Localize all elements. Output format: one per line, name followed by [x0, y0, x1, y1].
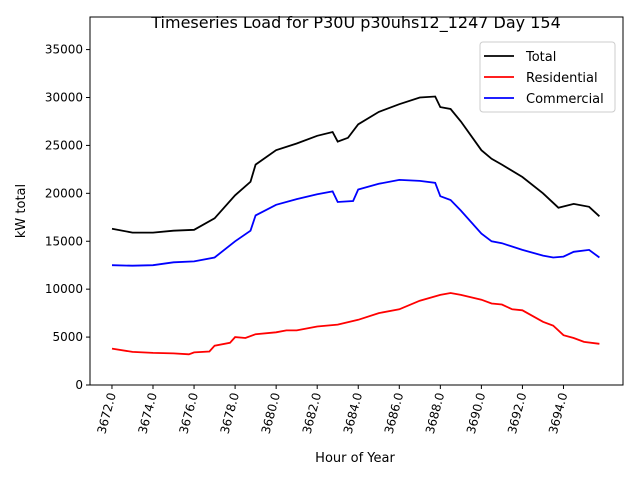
x-tick-label: 3680.0: [259, 391, 283, 435]
x-tick-label: 3682.0: [300, 391, 324, 435]
series-line-commercial: [111, 178, 600, 267]
y-tick-label: 0: [75, 378, 83, 392]
x-axis-label: Hour of Year: [315, 451, 395, 466]
y-tick-label: 30000: [45, 91, 83, 105]
plot-frame: [89, 16, 624, 386]
series-line-total: [111, 95, 601, 234]
chart-title: Timeseries Load for P30U p30uhs12_1247 D…: [150, 13, 561, 33]
x-tick-label: 3686.0: [382, 391, 406, 435]
y-tick-label: 15000: [45, 234, 83, 248]
legend-box: [479, 41, 616, 113]
x-tick-label: 3690.0: [464, 391, 488, 435]
y-tick-label: 20000: [45, 186, 83, 200]
legend-label-commercial: Commercial: [526, 92, 604, 107]
y-tick-label: 5000: [52, 330, 83, 344]
series-line-residential: [111, 292, 600, 356]
x-tick-label: 3692.0: [505, 391, 529, 435]
y-axis-label: kW total: [14, 184, 29, 238]
legend-label-total: Total: [525, 50, 556, 65]
x-tick-label: 3674.0: [136, 391, 160, 435]
x-tick-label: 3678.0: [218, 391, 242, 435]
x-tick-label: 3684.0: [341, 391, 365, 435]
y-tick-label: 25000: [45, 138, 83, 152]
legend-label-residential: Residential: [526, 71, 598, 86]
legend: Total Residential Commercial: [479, 41, 616, 113]
y-tick-label: 10000: [45, 282, 83, 296]
x-tick-label: 3676.0: [177, 391, 201, 435]
y-tick-label: 35000: [45, 43, 83, 57]
x-tick-label: 3672.0: [94, 391, 118, 435]
x-tick-label: 3694.0: [546, 391, 570, 435]
x-tick-label: 3688.0: [423, 391, 447, 435]
